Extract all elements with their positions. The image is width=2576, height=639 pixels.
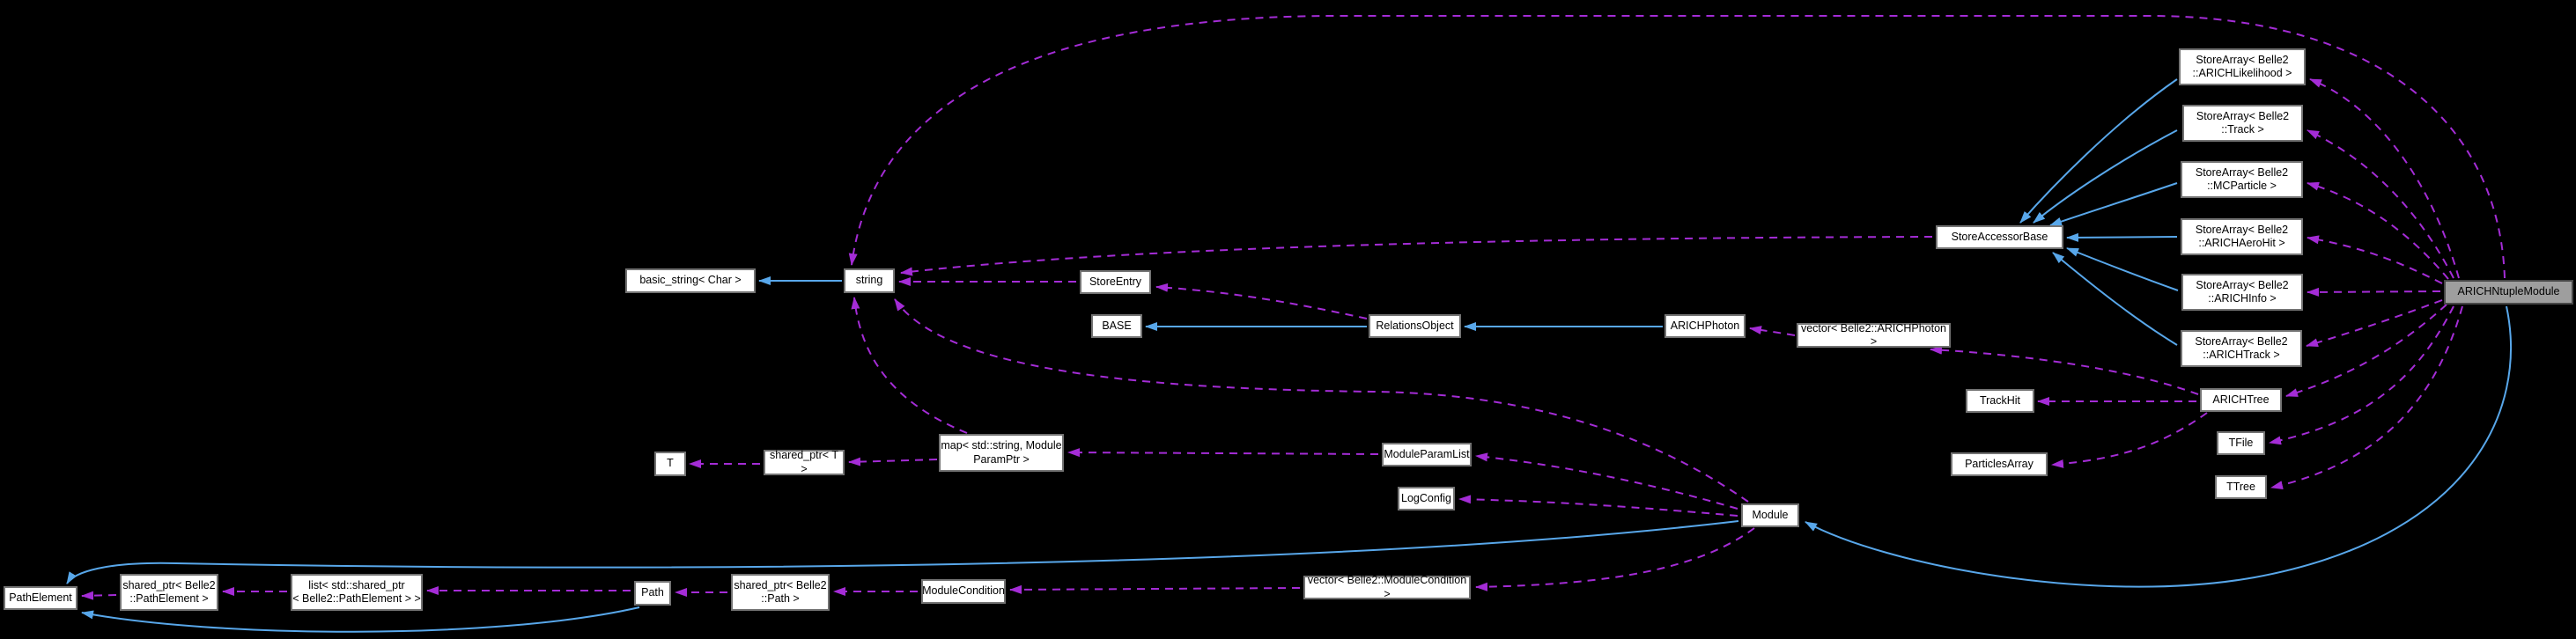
node-storearray-mcparticle[interactable]: StoreArray< Belle2 ::MCParticle > xyxy=(2181,161,2303,198)
node-t[interactable]: T xyxy=(654,452,686,476)
edge-storearray-info-to-store-accessor-base xyxy=(2066,247,2179,291)
node-label: Module xyxy=(1752,508,1789,521)
edge-arich-ntuple-module-to-storearray-arichtrack xyxy=(2306,299,2443,348)
node-vector-module-condition[interactable]: vector< Belle2::ModuleCondition > xyxy=(1303,574,1471,600)
node-base[interactable]: BASE xyxy=(1091,314,1142,338)
node-module-condition[interactable]: ModuleCondition xyxy=(921,579,1006,604)
node-module-param-list[interactable]: ModuleParamList xyxy=(1382,443,1472,466)
node-label: StoreAccessorBase xyxy=(1951,230,2048,243)
node-path-element[interactable]: PathElement xyxy=(4,586,78,610)
node-label: StoreArray< Belle2 ::ARICHAeroHit > xyxy=(2195,223,2289,250)
node-storearray-arichtrack[interactable]: StoreArray< Belle2 ::ARICHTrack > xyxy=(2181,330,2302,367)
edge-arich-ntuple-module-to-arich-tree xyxy=(2285,304,2447,397)
node-storearray-aerohit[interactable]: StoreArray< Belle2 ::ARICHAeroHit > xyxy=(2181,218,2303,255)
edge-module-param-list-to-map-moduleparamptr xyxy=(1067,448,1379,458)
node-ttree[interactable]: TTree xyxy=(2215,475,2267,499)
node-label: ARICHPhoton xyxy=(1670,319,1740,332)
edge-storearray-mcparticle-to-store-accessor-base xyxy=(2049,182,2178,226)
edge-map-moduleparamptr-to-string xyxy=(851,297,968,434)
node-label: basic_string< Char > xyxy=(639,274,742,287)
node-label: T xyxy=(667,457,674,470)
edge-module-to-vector-module-condition xyxy=(1475,527,1755,591)
node-label: shared_ptr< Belle2 ::Path > xyxy=(734,578,827,606)
node-arich-ntuple-module: ARICHNtupleModule xyxy=(2444,280,2573,305)
node-label: ARICHNtupleModule xyxy=(2457,285,2560,298)
node-label: StoreArray< Belle2 ::ARICHInfo > xyxy=(2196,278,2289,305)
node-label: Path xyxy=(641,586,664,599)
node-label: ModuleParamList xyxy=(1384,447,1470,460)
node-shared-ptr-path[interactable]: shared_ptr< Belle2 ::Path > xyxy=(731,574,830,611)
edge-arich-ntuple-module-to-storearray-track xyxy=(2307,129,2454,279)
node-label: vector< Belle2::ARICHPhoton > xyxy=(1800,321,1946,349)
node-label: StoreArray< Belle2 ::ARICHTrack > xyxy=(2195,334,2288,362)
node-label: StoreArray< Belle2 ::Track > xyxy=(2196,109,2290,136)
edge-storearray-aerohit-to-store-accessor-base xyxy=(2066,232,2178,242)
node-label: ModuleCondition xyxy=(922,584,1005,598)
node-shared-ptr-t[interactable]: shared_ptr< T > xyxy=(764,449,845,475)
node-storearray-info[interactable]: StoreArray< Belle2 ::ARICHInfo > xyxy=(2181,274,2303,311)
node-label: ARICHTree xyxy=(2212,393,2270,406)
node-label: TTree xyxy=(2226,480,2255,493)
node-vector-arich-photon[interactable]: vector< Belle2::ARICHPhoton > xyxy=(1797,321,1951,349)
edge-arich-ntuple-module-to-storearray-aerohit xyxy=(2307,235,2443,284)
node-storearray-track[interactable]: StoreArray< Belle2 ::Track > xyxy=(2182,105,2303,142)
edge-map-moduleparamptr-to-shared-ptr-t xyxy=(848,457,938,466)
node-label: ParticlesArray xyxy=(1965,457,2033,470)
edge-arich-tree-to-particles-array xyxy=(2051,412,2208,468)
node-string[interactable]: string xyxy=(844,268,895,293)
edge-store-accessor-base-to-string xyxy=(900,236,1933,276)
edge-module-to-log-config xyxy=(1458,495,1738,517)
edge-vector-arich-photon-to-arich-photon xyxy=(1749,326,1796,336)
edge-module-to-module-param-list xyxy=(1475,452,1738,510)
node-arich-tree[interactable]: ARICHTree xyxy=(2200,388,2282,412)
edge-arich-ntuple-module-to-module xyxy=(1805,305,2513,588)
node-map-moduleparamptr[interactable]: map< std::string, Module ParamPtr > xyxy=(939,434,1064,472)
edge-module-to-string xyxy=(894,298,1749,503)
node-label: BASE xyxy=(1102,319,1132,332)
node-label: PathElement xyxy=(9,591,72,604)
edge-arich-ntuple-module-to-storearray-mcparticle xyxy=(2307,181,2449,280)
node-basic-string[interactable]: basic_string< Char > xyxy=(625,268,756,293)
node-label: list< std::shared_ptr < Belle2::PathElem… xyxy=(292,578,421,606)
edge-relations-object-to-store-entry xyxy=(1155,283,1368,320)
node-label: StoreArray< Belle2 ::MCParticle > xyxy=(2195,165,2289,193)
node-relations-object[interactable]: RelationsObject xyxy=(1369,314,1461,338)
node-track-hit[interactable]: TrackHit xyxy=(1966,389,2034,413)
edge-storearray-arichtrack-to-store-accessor-base xyxy=(2052,252,2178,346)
node-label: shared_ptr< T > xyxy=(770,449,838,475)
node-store-accessor-base[interactable]: StoreAccessorBase xyxy=(1936,225,2063,249)
edge-module-to-path-element xyxy=(66,520,1739,584)
edge-path-to-path-element xyxy=(81,606,640,633)
node-tfile[interactable]: TFile xyxy=(2217,431,2265,455)
edge-storearray-likelihood-to-store-accessor-base xyxy=(2019,78,2178,224)
node-path[interactable]: Path xyxy=(634,581,671,606)
node-label: LogConfig xyxy=(1401,491,1451,504)
node-label: map< std::string, Module ParamPtr > xyxy=(941,439,1062,466)
edge-arich-ntuple-module-to-storearray-likelihood xyxy=(2309,78,2460,279)
node-store-entry[interactable]: StoreEntry xyxy=(1080,270,1151,294)
edge-arich-ntuple-module-to-storearray-info xyxy=(2307,287,2441,297)
node-label: TFile xyxy=(2228,436,2254,449)
edge-arich-ntuple-module-to-tfile xyxy=(2269,305,2454,445)
edge-shared-ptr-path-element-to-path-element xyxy=(81,591,117,600)
node-label: StoreArray< Belle2 ::ARICHLikelihood > xyxy=(2192,53,2292,80)
node-module[interactable]: Module xyxy=(1741,503,1799,527)
node-label: shared_ptr< Belle2 ::PathElement > xyxy=(122,578,216,606)
edge-arich-tree-to-vector-arich-photon xyxy=(1930,345,2199,395)
node-particles-array[interactable]: ParticlesArray xyxy=(1951,452,2048,476)
node-storearray-likelihood[interactable]: StoreArray< Belle2 ::ARICHLikelihood > xyxy=(2179,48,2306,85)
node-arich-photon[interactable]: ARICHPhoton xyxy=(1664,314,1746,338)
node-shared-ptr-path-element[interactable]: shared_ptr< Belle2 ::PathElement > xyxy=(120,574,218,611)
node-label: vector< Belle2::ModuleCondition > xyxy=(1307,574,1467,600)
node-log-config[interactable]: LogConfig xyxy=(1398,487,1455,510)
edge-vector-module-condition-to-module-condition xyxy=(1009,584,1301,594)
node-label: StoreEntry xyxy=(1089,275,1142,288)
node-label: RelationsObject xyxy=(1376,319,1454,332)
node-list-shared-ptr[interactable]: list< std::shared_ptr < Belle2::PathElem… xyxy=(291,574,423,611)
node-label: string xyxy=(855,274,883,287)
edge-storearray-track-to-store-accessor-base xyxy=(2033,129,2178,224)
node-label: TrackHit xyxy=(1979,393,2021,407)
